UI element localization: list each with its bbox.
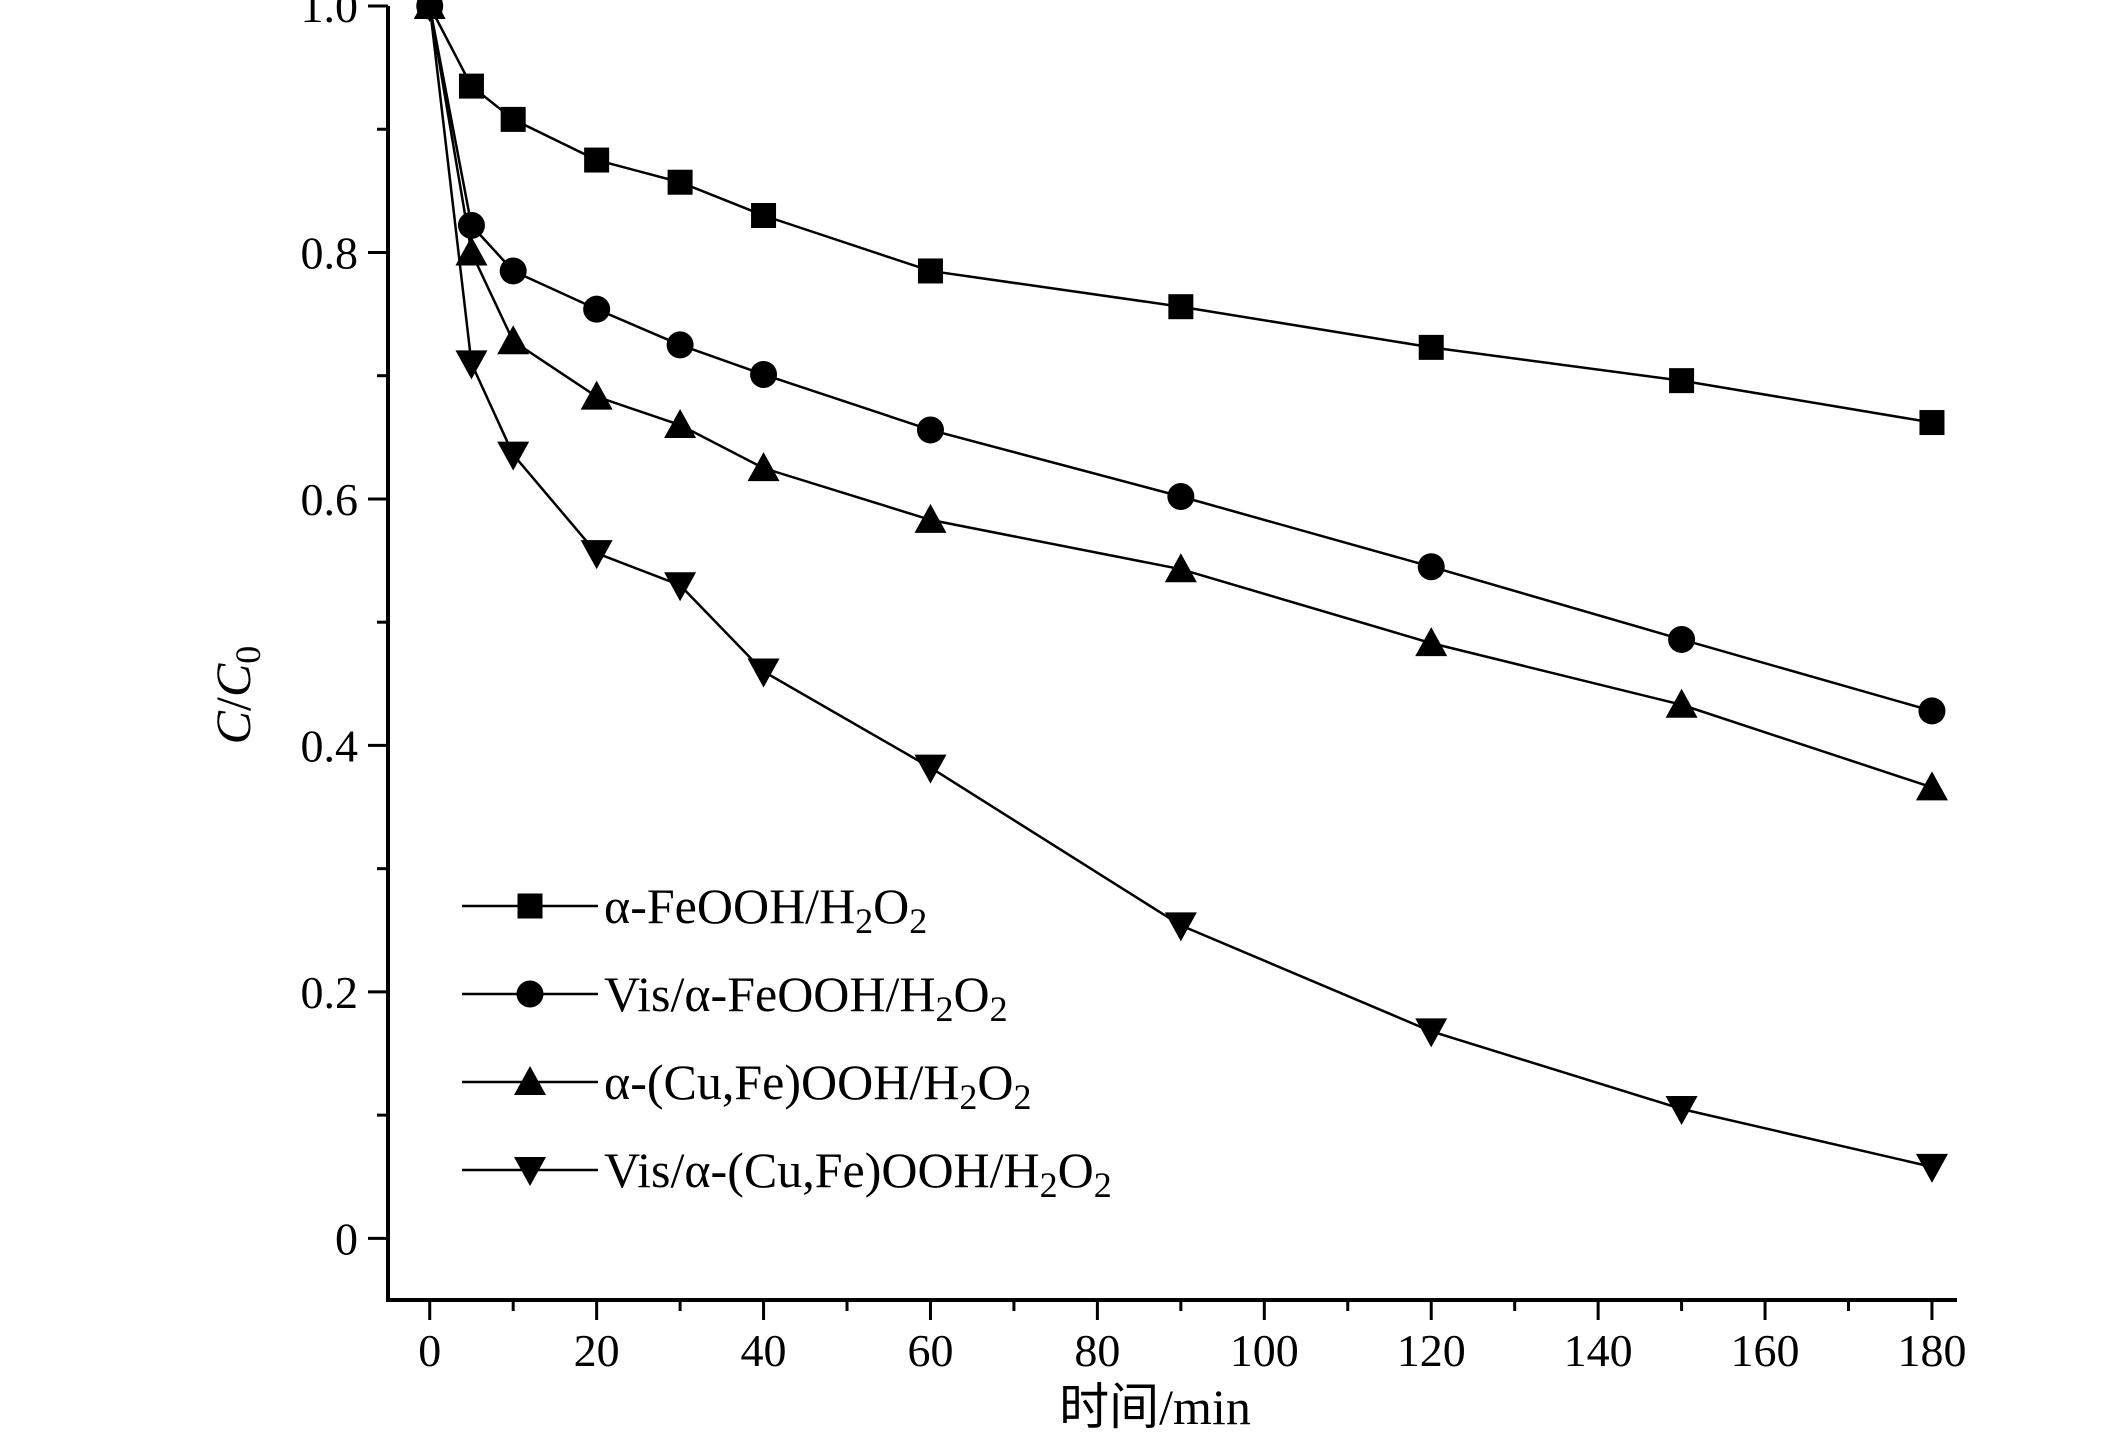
triangle-down-marker	[1415, 1018, 1448, 1048]
triangle-down-marker	[455, 350, 488, 380]
circle-marker	[457, 211, 485, 239]
legend-label: α-(Cu,Fe)OOH/H2O2	[604, 1054, 1031, 1117]
triangle-down-marker	[747, 658, 780, 688]
x-tick-label: 180	[1897, 1325, 1966, 1376]
triangle-up-marker	[455, 236, 488, 266]
triangle-up-marker	[497, 325, 530, 355]
circle-marker	[1167, 482, 1195, 510]
x-tick-label: 60	[907, 1325, 953, 1376]
triangle-down-marker	[1915, 1153, 1948, 1183]
square-marker	[1418, 334, 1444, 360]
square-marker	[751, 203, 777, 229]
circle-marker	[916, 416, 944, 444]
circle-marker	[666, 331, 694, 359]
square-marker	[517, 893, 543, 919]
legend-label: α-FeOOH/H2O2	[604, 878, 927, 941]
square-marker	[1919, 410, 1945, 436]
square-marker	[667, 169, 693, 195]
x-tick-label: 40	[741, 1325, 787, 1376]
square-marker	[1168, 294, 1194, 320]
y-tick-label: 1.0	[301, 0, 359, 32]
triangle-up-marker	[1915, 771, 1948, 801]
x-tick-label: 140	[1564, 1325, 1633, 1376]
square-marker	[1669, 368, 1695, 394]
legend-label: Vis/α-FeOOH/H2O2	[604, 966, 1008, 1029]
circle-marker	[499, 257, 527, 285]
series-line	[428, 5, 1933, 789]
triangle-up-marker	[514, 1066, 546, 1095]
square-marker	[584, 147, 610, 173]
y-tick-label: 0.6	[301, 474, 359, 525]
triangle-down-marker	[497, 441, 530, 471]
circle-marker	[1918, 697, 1946, 725]
triangle-up-marker	[664, 409, 697, 439]
square-marker	[458, 73, 484, 99]
circle-marker	[1668, 625, 1696, 653]
circle-marker	[516, 980, 544, 1008]
triangle-down-marker	[664, 572, 697, 602]
triangle-down-marker	[417, 0, 442, 22]
x-tick-label: 20	[574, 1325, 620, 1376]
series-line	[428, 5, 1933, 424]
x-tick-label: 80	[1074, 1325, 1120, 1376]
y-tick-label: 0.4	[301, 720, 359, 771]
triangle-up-marker	[747, 452, 780, 482]
legend: α-FeOOH/H2O2 Vis/α-FeOOH/H2O2 α-(Cu,Fe)OOH…	[462, 878, 1112, 1205]
square-marker	[500, 106, 526, 132]
triangle-up-marker	[580, 380, 613, 410]
x-tick-label: 100	[1230, 1325, 1299, 1376]
circle-marker	[583, 295, 611, 323]
series-line	[428, 5, 1933, 713]
triangle-down-marker	[1164, 912, 1197, 942]
y-tick-label: 0.8	[301, 227, 359, 278]
y-tick-label: 0.2	[301, 967, 359, 1018]
triangle-down-marker	[1665, 1095, 1698, 1125]
legend-label: Vis/α-(Cu,Fe)OOH/H2O2	[604, 1142, 1112, 1205]
x-tick-label: 160	[1731, 1325, 1800, 1376]
triangle-down-marker	[914, 754, 947, 784]
triangle-up-marker	[914, 503, 947, 533]
triangle-down-marker	[580, 540, 613, 570]
x-tick-label: 0	[418, 1325, 441, 1376]
circle-marker	[1417, 553, 1445, 581]
triangle-up-marker	[1164, 553, 1197, 583]
y-tick-label: 0	[335, 1213, 358, 1264]
axes: 0 20 40 60 80 100 120 140 160 180 0 0.2 0.4 0.6 0.8 1.0	[301, 0, 1967, 1376]
y-axis-label: C/C0	[205, 646, 268, 745]
triangle-down-marker	[514, 1157, 546, 1186]
x-axis-label: 时间/min	[1059, 1379, 1251, 1435]
series-markers	[413, 0, 1948, 1183]
x-tick-label: 120	[1397, 1325, 1466, 1376]
square-marker	[917, 258, 943, 284]
triangle-up-marker	[1415, 627, 1448, 657]
circle-marker	[750, 360, 778, 388]
triangle-up-marker	[1665, 688, 1698, 718]
